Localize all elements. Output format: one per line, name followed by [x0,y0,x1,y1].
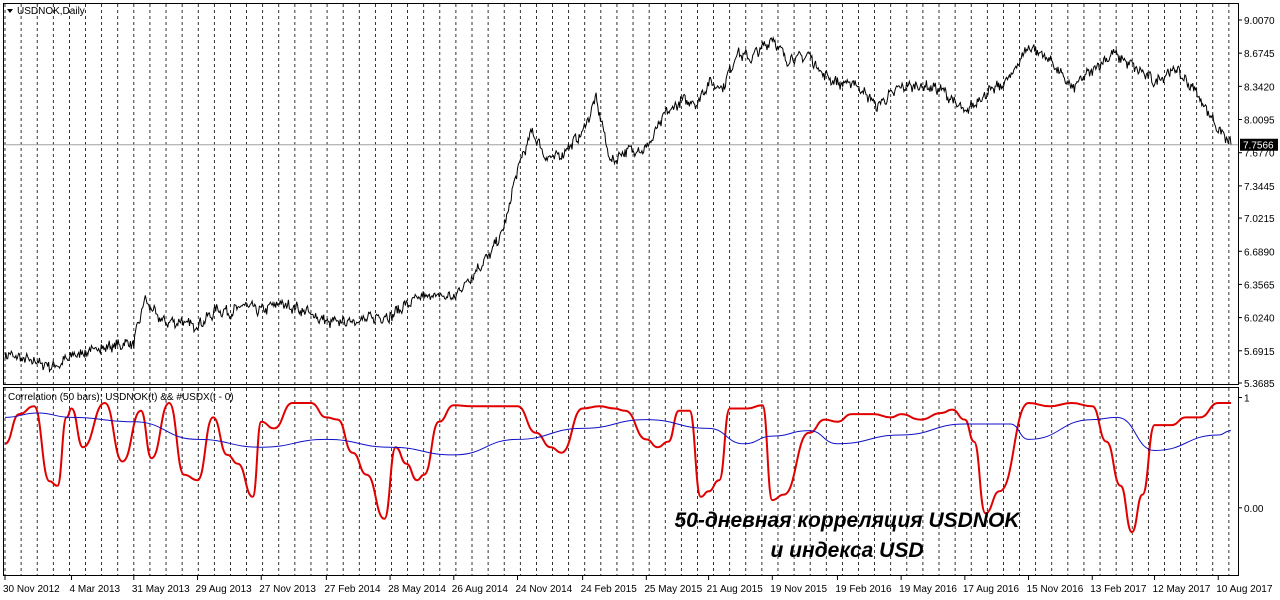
correlation-average-line [4,412,1232,456]
main-chart-title: USDNOK,Daily [17,6,85,17]
y-tick-label: 8.3420 [1244,82,1275,93]
x-tick-label: 27 Feb 2014 [324,584,381,595]
x-tick-label: 19 Nov 2015 [770,584,827,595]
y-tick-label: 5.3685 [1244,379,1275,390]
y-tick-label: 6.3565 [1244,280,1275,291]
x-tick-label: 26 Aug 2014 [452,584,509,595]
correlation-line [4,401,1231,534]
price-y-axis: 9.0070 8.6745 8.3420 8.0095 7.6770 7.3445 7.02… [1238,16,1275,390]
indicator-panel-frame [3,387,1239,576]
y-tick-label: 6.6890 [1244,247,1275,258]
x-tick-label: 24 Feb 2015 [581,584,638,595]
x-tick-label: 24 Nov 2014 [515,584,572,595]
x-tick-label: 21 Aug 2015 [707,584,764,595]
annotation-line-1: 50-дневная корреляция USDNOK [674,509,1021,532]
y-tick-label: 8.6745 [1244,49,1275,60]
y-tick-label: 7.6770 [1244,149,1275,160]
x-tick-label: 29 Aug 2013 [196,584,253,595]
current-price-badge: 7.7566 [1240,138,1278,152]
annotation-line-2: и индекса USD [770,539,923,562]
indicator-title: Correlation (50 bars): USDNOK(t) && #USD… [8,392,234,403]
date-x-axis: 30 Nov 2012 4 Mar 2013 31 May 2013 29 Aug 2… [3,576,1273,595]
x-tick-label: 31 May 2013 [132,584,190,595]
y-tick-label: 6.0240 [1244,314,1275,325]
y-tick-label: 0.00 [1244,504,1264,515]
x-tick-label: 4 Mar 2013 [70,584,121,595]
x-tick-label: 19 Feb 2016 [835,584,892,595]
price-line [4,35,1232,374]
y-tick-label: 5.6915 [1244,347,1275,358]
y-tick-label: 1 [1244,394,1250,405]
x-tick-label: 30 Nov 2012 [3,584,60,595]
current-price-value: 7.7566 [1243,141,1274,152]
x-tick-label: 17 Aug 2016 [963,584,1020,595]
x-tick-label: 10 Aug 2017 [1216,584,1273,595]
y-tick-label: 9.0070 [1244,16,1275,27]
x-tick-label: 27 Nov 2013 [259,584,316,595]
main-panel-frame [3,3,1239,385]
x-tick-label: 15 Nov 2016 [1027,584,1084,595]
x-tick-label: 13 Feb 2017 [1090,584,1147,595]
x-tick-label: 12 May 2017 [1153,584,1211,595]
x-tick-label: 25 May 2015 [644,584,702,595]
correlation-y-axis: 10.00 [1238,394,1264,515]
collapse-triangle-icon[interactable] [7,9,13,13]
price-series-layer [4,35,1232,374]
current-price-badge-box [1240,138,1278,151]
correlation-series-layer [4,401,1232,534]
y-tick-label: 7.3445 [1244,182,1275,193]
x-tick-label: 28 May 2014 [388,584,446,595]
x-tick-label: 19 May 2016 [899,584,957,595]
y-tick-label: 8.0095 [1244,116,1275,127]
y-tick-label: 7.0215 [1244,214,1275,225]
